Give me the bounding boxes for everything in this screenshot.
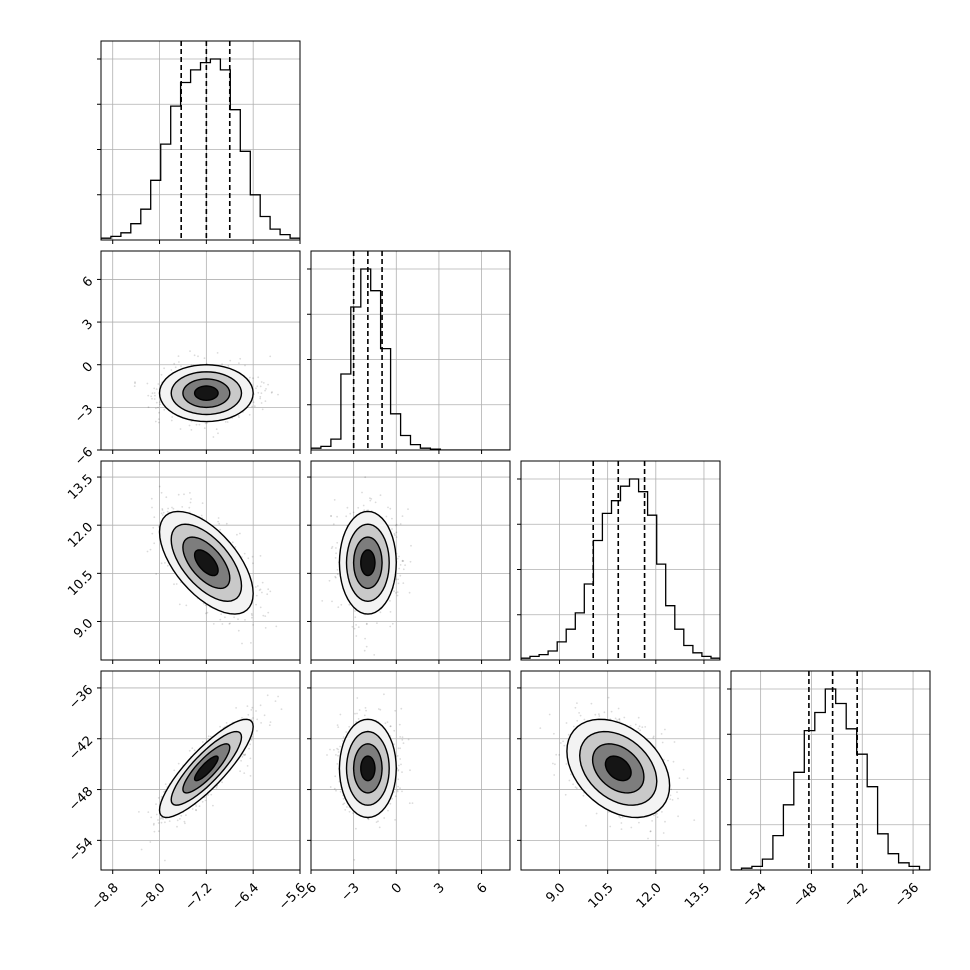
x-tick-label: −48 [790,880,820,910]
x-tick-label: −42 [841,880,871,910]
panel-2-2 [517,461,720,664]
y-tick-label: 9.0 [71,616,96,641]
y-tick-label: 13.5 [65,472,96,503]
panel-1-1 [307,251,510,454]
x-tick-label: 6 [474,880,490,896]
y-tick-label: 6 [80,274,96,290]
x-tick-label: 13.5 [682,880,713,911]
x-tick-label: −3 [339,880,363,904]
x-tick-label: −8.0 [136,880,169,913]
y-tick-label: −48 [66,784,96,814]
panel-3-1 [307,671,510,874]
y-tick-label: −42 [66,733,96,763]
panel-background [101,41,300,240]
y-tick-label: −36 [66,683,96,713]
x-tick-label: −7.2 [182,880,215,913]
x-tick-label: 9.0 [543,880,568,905]
x-tick-label: −36 [892,880,922,910]
y-tick-label: 0 [80,359,96,375]
panel-3-3 [727,671,930,874]
x-tick-label: −6.4 [229,880,262,913]
panel-2-1 [307,461,510,664]
x-tick-label: −8.8 [89,880,122,913]
x-tick-label: 0 [389,880,405,896]
panel-2-0 [97,461,300,664]
y-tick-label: 3 [80,317,96,333]
y-tick-label: −6 [72,445,96,469]
x-tick-label: 3 [432,880,448,896]
y-tick-label: 10.5 [65,568,96,599]
panel-3-2 [517,671,720,874]
y-tick-label: −3 [72,402,96,426]
x-tick-label: 10.5 [586,880,617,911]
y-tick-label: 12.0 [65,520,96,551]
y-tick-label: −54 [66,835,96,865]
panel-3-0 [97,671,300,874]
panel-0-0 [97,41,300,244]
panel-1-0 [97,251,300,454]
x-tick-label: −54 [740,880,770,910]
x-tick-label: 12.0 [634,880,665,911]
